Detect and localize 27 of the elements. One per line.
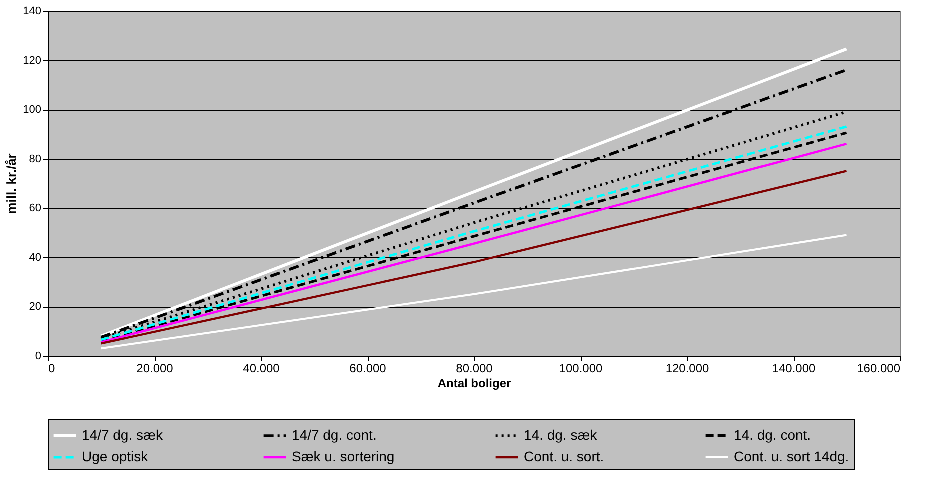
legend-label: Uge optisk — [82, 448, 150, 464]
x-tick-label: 120.000 — [666, 362, 710, 376]
y-tick-label: 0 — [35, 350, 42, 362]
x-tick-label: 140.000 — [772, 362, 816, 376]
y-axis-title: mill. kr./år — [4, 154, 20, 214]
legend-label: 14. dg. sæk — [524, 427, 598, 443]
x-tick-label: 160.000 — [857, 362, 901, 376]
y-tick-label: 120 — [23, 54, 42, 67]
y-tick-label: 140 — [23, 6, 42, 18]
x-tick-label: 40.000 — [243, 362, 280, 376]
y-tick-label: 60 — [29, 202, 42, 215]
legend-label: 14/7 dg. sæk — [82, 427, 164, 443]
legend-label: Sæk u. sortering — [292, 448, 395, 464]
legend-label: 14/7 dg. cont. — [292, 427, 377, 443]
x-tick-label: 100.000 — [559, 362, 604, 376]
x-tick-label: 80.000 — [456, 362, 494, 376]
legend-label: Cont. u. sort. — [524, 448, 604, 464]
x-tick-label: 0 — [48, 362, 56, 376]
y-tick-label: 80 — [29, 153, 42, 166]
x-tick-label: 60.000 — [350, 362, 387, 376]
y-tick-label: 100 — [23, 104, 42, 116]
x-tick-label: 20.000 — [136, 362, 174, 376]
y-tick-label: 40 — [29, 252, 42, 264]
legend-label: Cont. u. sort 14dg. — [734, 448, 850, 464]
x-axis-title: Antal boliger — [438, 376, 512, 390]
y-tick-label: 20 — [29, 301, 42, 314]
legend-label: 14. dg. cont. — [734, 426, 812, 443]
